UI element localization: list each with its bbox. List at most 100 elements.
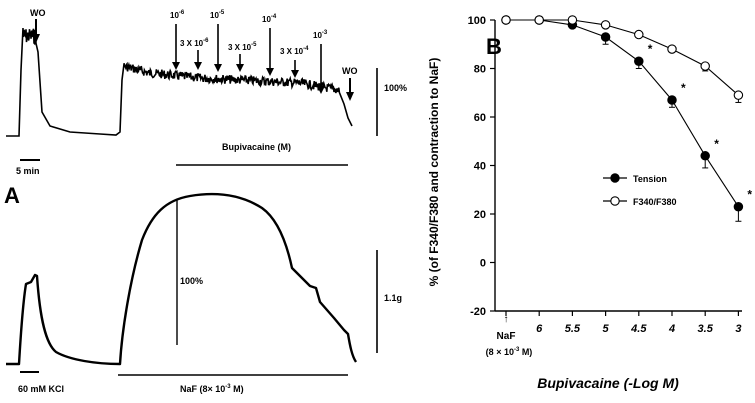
series-tension xyxy=(501,15,744,222)
naf-label: NaF (8× 10-3 M) xyxy=(180,384,244,394)
significance-star: * xyxy=(648,42,653,56)
dose-3-arrowhead xyxy=(214,64,222,72)
x-tick-label: 5.5 xyxy=(565,323,581,335)
x-axis-title: Bupivacaine (-Log M) xyxy=(537,375,679,391)
dose-7-exp: -3 xyxy=(322,30,328,36)
naf-note: (8 × 10-3 M) xyxy=(486,347,533,357)
y-tick-label: 60 xyxy=(474,112,486,124)
svg-text:10-5: 10-5 xyxy=(210,10,225,20)
significance-markers: * * * * xyxy=(648,42,753,202)
bottom-scale-label: 1.1g xyxy=(384,293,402,303)
chart-legend: Tension F340/F380 xyxy=(603,173,677,207)
y-tick-label: 0 xyxy=(480,258,486,270)
naf-100-label: 100% xyxy=(180,276,203,286)
data-point-tension-5 xyxy=(667,95,677,105)
panel-a-label: A xyxy=(4,183,20,208)
dose-marker-7: 10-3 xyxy=(313,30,328,94)
wo-end-arrowhead xyxy=(346,92,354,101)
naf-label-mid: 10 xyxy=(213,384,226,394)
naf-note-suffix: M) xyxy=(519,347,532,357)
svg-text:10-4: 10-4 xyxy=(262,14,277,24)
dose-7-arrowhead xyxy=(317,86,325,94)
y-axis-title: % (of F340/F380 and contraction to NaF) xyxy=(427,58,441,287)
svg-text:3 X 10-4: 3 X 10-4 xyxy=(280,46,309,56)
data-point-f340-6 xyxy=(700,61,710,71)
panel-b-chart: B % (of F340/F380 and contraction to NaF… xyxy=(427,15,752,391)
dose-4-arrowhead xyxy=(236,64,244,72)
naf-note-times: × xyxy=(496,347,501,357)
data-point-f340-1 xyxy=(534,15,544,25)
legend-tension-marker xyxy=(610,173,620,183)
x-tick-label: 4 xyxy=(668,323,675,335)
data-point-tension-6 xyxy=(700,151,710,161)
significance-star: * xyxy=(747,188,752,202)
dose-5-exp: -4 xyxy=(271,14,277,20)
dose-2-exp: -6 xyxy=(203,38,209,44)
naf-label-suffix: M) xyxy=(231,384,244,394)
data-point-f340-7 xyxy=(733,90,744,100)
data-point-f340-0 xyxy=(501,15,511,25)
top-scale-label: 100% xyxy=(384,83,407,93)
dose-5-arrowhead xyxy=(266,68,274,76)
x-tick-label: 5 xyxy=(603,323,610,335)
panel-a-bottom-trace: 100% 1.1g 60 mM KCl NaF (8× 10-3 M) xyxy=(6,193,402,394)
significance-star: * xyxy=(681,81,686,95)
bupivacaine-label: Bupivacaine (M) xyxy=(222,142,291,152)
x-tick-label: 6 xyxy=(536,323,543,335)
legend-f340-label: F340/F380 xyxy=(633,197,677,207)
significance-star: * xyxy=(714,137,719,151)
svg-text:3 X 10-6: 3 X 10-6 xyxy=(180,38,209,48)
series-f340-f380 xyxy=(501,15,744,103)
chart-axes: -20 0 20 40 60 80 100 NaF 6 5.5 5 4.5 4 3.5 3 xyxy=(468,15,742,342)
dose-2-arrowhead xyxy=(194,62,202,70)
svg-text:10-3: 10-3 xyxy=(313,30,328,40)
y-tick-label: 20 xyxy=(474,209,486,221)
naf-label-exp: -3 xyxy=(225,384,231,390)
dose-1-base: 10 xyxy=(170,11,179,20)
dose-5-base: 10 xyxy=(262,15,271,24)
dose-marker-5: 10-4 xyxy=(262,14,277,76)
wo-end-label: WO xyxy=(342,66,358,76)
data-point-f340-5 xyxy=(667,44,677,54)
time-scale-label: 5 min xyxy=(16,166,40,176)
panel-a-top-trace: WO WO 10-6 3 X 10-6 10-5 3 X 10-5 xyxy=(6,8,407,176)
dose-6-base: 3 X 10 xyxy=(280,47,304,56)
dose-marker-2: 3 X 10-6 xyxy=(180,38,209,70)
naf-arrow-glyph: ↑ xyxy=(504,314,509,325)
y-tick-label: -20 xyxy=(470,306,486,318)
dose-2-base: 3 X 10 xyxy=(180,39,204,48)
dose-3-exp: -5 xyxy=(219,10,225,16)
bupivacaine-tension-trace xyxy=(6,27,353,137)
svg-text:10-6: 10-6 xyxy=(170,10,185,20)
dose-7-base: 10 xyxy=(313,31,322,40)
series-line xyxy=(506,19,739,96)
naf-tension-trace xyxy=(6,193,358,366)
dose-marker-3: 10-5 xyxy=(210,10,225,72)
data-point-tension-4 xyxy=(634,56,644,66)
data-point-f340-2 xyxy=(567,15,578,25)
chart-series xyxy=(501,15,744,222)
dose-6-arrowhead xyxy=(291,70,299,78)
series-line xyxy=(506,19,739,208)
dose-3-base: 10 xyxy=(210,11,219,20)
naf-note-exp: -3 xyxy=(514,347,520,353)
naf-label-prefix: NaF (8 xyxy=(180,384,208,394)
dose-1-arrowhead xyxy=(172,62,180,70)
dose-4-base: 3 X 10 xyxy=(228,43,252,52)
legend-f340-marker xyxy=(610,196,620,206)
x-tick-label: 3.5 xyxy=(698,323,714,335)
dose-4-exp: -5 xyxy=(251,42,257,48)
data-point-f340-4 xyxy=(634,29,644,40)
panel-b-label: B xyxy=(486,34,502,59)
dose-marker-1: 10-6 xyxy=(170,10,185,70)
x-tick-label: NaF xyxy=(497,331,516,342)
dose-marker-4: 3 X 10-5 xyxy=(228,42,257,72)
dose-marker-6: 3 X 10-4 xyxy=(280,46,309,78)
naf-note-mid: 10 xyxy=(501,347,514,357)
data-point-tension-3 xyxy=(600,32,611,42)
data-point-f340-3 xyxy=(600,20,611,30)
y-tick-label: 40 xyxy=(474,161,486,173)
data-point-tension-7 xyxy=(733,201,744,212)
